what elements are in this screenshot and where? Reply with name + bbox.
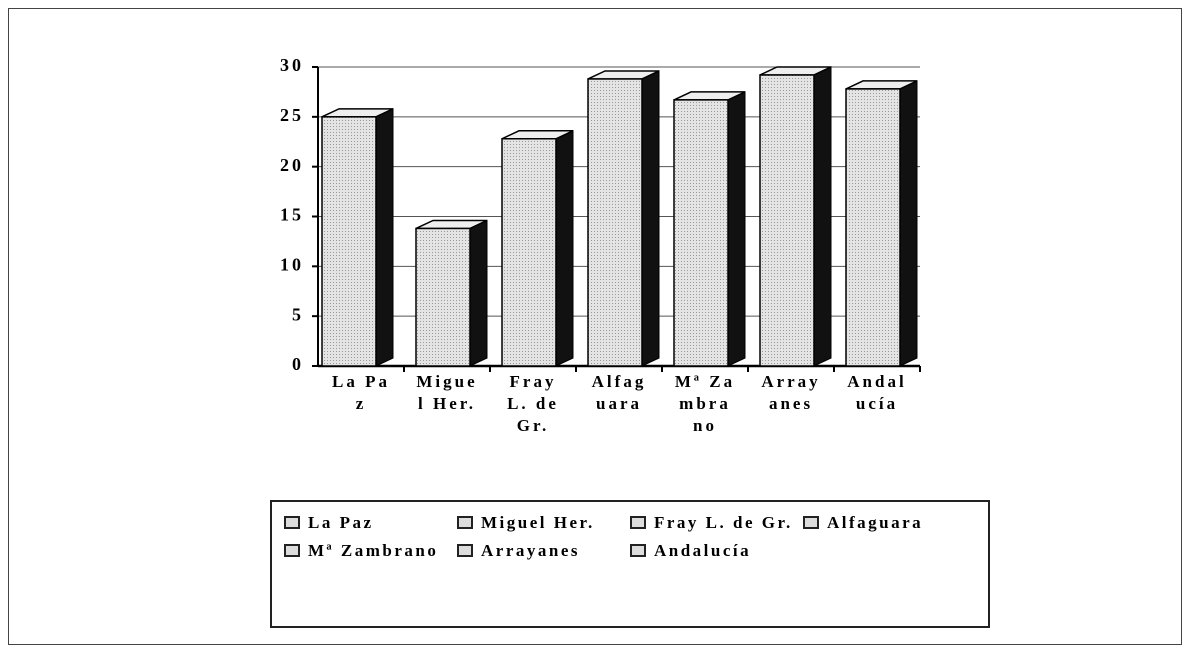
legend: La Paz Miguel Her. Fray L. de Gr. Alfaguara… bbox=[270, 500, 990, 628]
bar bbox=[673, 99, 729, 367]
legend-label: La Paz bbox=[308, 513, 374, 532]
bar-side bbox=[813, 66, 832, 367]
x-tick-label: Miguel Her. bbox=[416, 372, 478, 413]
bar-side bbox=[375, 108, 394, 367]
bar-side bbox=[469, 219, 488, 367]
legend-entry: Miguel Her. bbox=[457, 512, 630, 534]
legend-swatch bbox=[630, 544, 646, 557]
legend-swatch bbox=[284, 516, 300, 529]
bar bbox=[759, 74, 815, 367]
legend-label: Miguel Her. bbox=[481, 513, 595, 532]
legend-swatch bbox=[457, 544, 473, 557]
legend-swatch bbox=[457, 516, 473, 529]
y-tick-label: 0 bbox=[292, 354, 304, 374]
legend-label: Arrayanes bbox=[481, 541, 580, 560]
bar bbox=[845, 88, 901, 367]
legend-swatch bbox=[630, 516, 646, 529]
bar bbox=[321, 116, 377, 367]
legend-entry: Fray L. de Gr. bbox=[630, 512, 803, 534]
frame bbox=[8, 8, 1182, 645]
legend-label: Fray L. de Gr. bbox=[654, 513, 793, 532]
legend-entry: Mª Zambrano bbox=[284, 540, 457, 562]
legend-label: Alfaguara bbox=[827, 513, 924, 532]
bar-side bbox=[555, 129, 574, 367]
bar-side bbox=[641, 70, 660, 367]
bar-side bbox=[899, 80, 918, 367]
x-tick-label: Arrayanes bbox=[761, 372, 821, 413]
legend-entry: La Paz bbox=[284, 512, 457, 534]
legend-label: Andalucía bbox=[654, 541, 752, 560]
x-tick-label: Fray L. de Gr. bbox=[507, 372, 559, 435]
x-tick-label: Alfaguara bbox=[591, 372, 647, 413]
legend-entry: Arrayanes bbox=[457, 540, 630, 562]
y-tick-label: 5 bbox=[292, 304, 304, 324]
x-tick-label: La Paz bbox=[332, 372, 390, 413]
bar bbox=[587, 78, 643, 367]
legend-swatch bbox=[284, 544, 300, 557]
bar bbox=[415, 227, 471, 367]
bar-side bbox=[727, 91, 746, 367]
y-tick-label: 30 bbox=[280, 55, 304, 75]
legend-label: Mª Zambrano bbox=[308, 541, 439, 560]
x-tick-label: Mª Zambrano bbox=[674, 372, 736, 435]
y-tick-label: 20 bbox=[280, 155, 304, 175]
y-tick-label: 10 bbox=[280, 254, 304, 274]
y-tick-label: 15 bbox=[280, 205, 304, 225]
bar bbox=[501, 138, 557, 367]
legend-swatch bbox=[803, 516, 819, 529]
y-tick-label: 25 bbox=[280, 105, 304, 125]
legend-entry: Andalucía bbox=[630, 540, 803, 562]
legend-entry: Alfaguara bbox=[803, 512, 976, 534]
x-tick-label: Andalucía bbox=[847, 372, 907, 413]
